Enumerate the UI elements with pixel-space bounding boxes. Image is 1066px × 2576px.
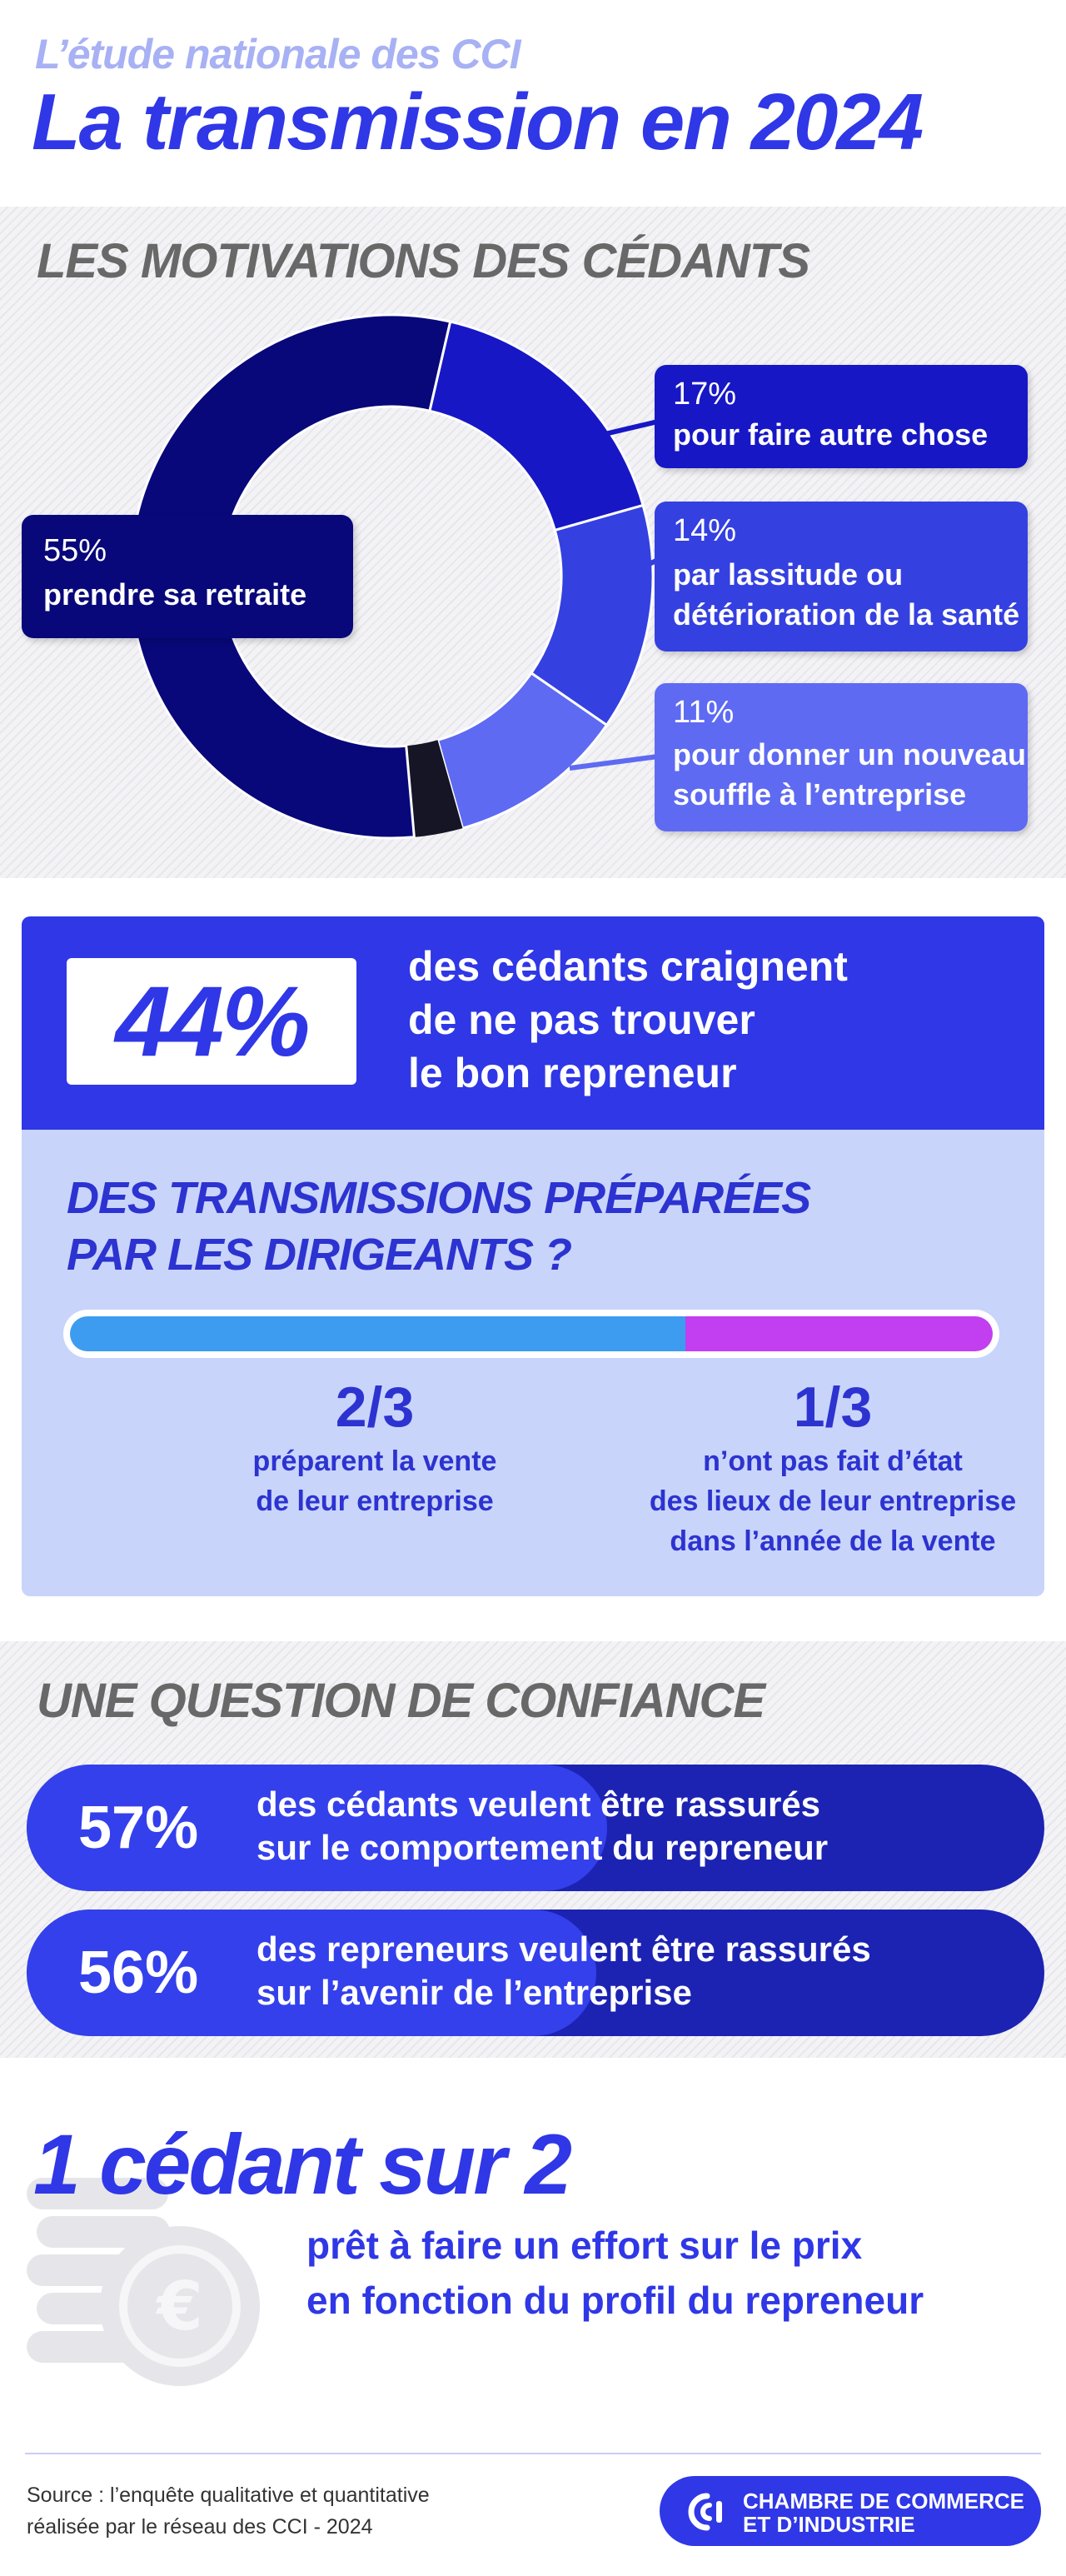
confidence-pill-buyers: 56% des repreneurs veulent être rassurés… <box>27 1910 1044 2036</box>
prepared-title-line1: DES TRANSMISSIONS PRÉPARÉES <box>67 1173 811 1223</box>
footer-divider <box>25 2453 1041 2454</box>
callout-health-label-line2: détérioration de la santé <box>673 597 1020 632</box>
callout-retirement-pct: 55% <box>43 533 107 568</box>
fear-stat-pct: 44% <box>115 966 310 1077</box>
prepared-right-line1: n’ont pas fait d’état <box>703 1445 963 1477</box>
fear-stat-line3: le bon repreneur <box>408 1050 737 1096</box>
prepared-title-line2: PAR LES DIRIGEANTS ? <box>67 1230 572 1280</box>
prepared-left-line2: de leur entreprise <box>256 1485 494 1517</box>
price-text: prêt à faire un effort sur le prix en fo… <box>306 2218 924 2328</box>
callout-health-label-line1: par lassitude ou <box>673 557 904 592</box>
leader-line-17 <box>600 419 659 437</box>
confidence-section-title: UNE QUESTION DE CONFIANCE <box>37 1674 765 1728</box>
prepared-bar-prepared-segment <box>70 1316 685 1351</box>
motivations-donut-chart <box>128 313 660 840</box>
prepared-right-block: 1/3 n’ont pas fait d’état des lieux de l… <box>633 1375 1033 1561</box>
confidence-pill-buyers-fill <box>27 1910 597 2036</box>
cci-logo-line1: CHAMBRE DE COMMERCE <box>743 2489 1024 2514</box>
callout-new-breath-label-line1: pour donner un nouveau <box>673 737 1026 771</box>
confidence-pill-buyers-pct: 56% <box>78 1939 199 2006</box>
callout-retirement: 55% prendre sa retraite <box>22 515 353 638</box>
prepared-left-fraction: 2/3 <box>335 1375 415 1439</box>
fear-stat-pct-box <box>67 958 356 1085</box>
leader-line-14 <box>621 557 660 579</box>
leader-line-11 <box>569 754 659 771</box>
callout-new-breath-pct: 11% <box>673 695 735 730</box>
svg-text:€: € <box>155 2268 203 2345</box>
confidence-pill-buyers-line1: des repreneurs veulent être rassurés <box>257 1930 871 1969</box>
fear-stat-line1: des cédants craignent <box>408 943 848 990</box>
callout-new-breath-label-line2: souffle à l’entreprise <box>673 777 967 811</box>
confidence-pill-sellers-line2: sur le comportement du repreneur <box>257 1828 829 1867</box>
confidence-pill-sellers: 57% des cédants veulent être rassurés su… <box>27 1765 1044 1891</box>
donut-slice-remainder <box>406 740 463 837</box>
prepared-panel <box>22 1130 1044 1596</box>
prepared-bar-unprepared-segment <box>685 1316 993 1351</box>
page-title: La transmission en 2024 <box>32 77 924 167</box>
prepared-right-fraction: 1/3 <box>793 1375 873 1439</box>
confidence-pill-buyers-line2: sur l’avenir de l’entreprise <box>257 1973 692 2012</box>
price-line1: prêt à faire un effort sur le prix <box>306 2224 863 2267</box>
callout-other-label: pour faire autre chose <box>673 417 989 452</box>
price-headline: 1 cédant sur 2 <box>33 2117 572 2212</box>
donut-slice-17pct <box>428 320 645 532</box>
cci-logo-icon <box>688 2493 722 2531</box>
callout-other: 17% pour faire autre chose <box>655 365 1028 468</box>
callout-new-breath: 11% pour donner un nouveau souffle à l’e… <box>655 683 1028 831</box>
source-line1: Source : l’enquête qualitative et quanti… <box>27 2484 430 2507</box>
callout-health: 14% par lassitude ou détérioration de la… <box>655 502 1028 651</box>
confidence-pill-sellers-pct: 57% <box>78 1795 199 1861</box>
source-text: Source : l’enquête qualitative et quanti… <box>27 2479 430 2543</box>
prepared-right-line3: dans l’année de la vente <box>670 1525 996 1557</box>
confidence-pill-sellers-line1: des cédants veulent être rassurés <box>257 1785 821 1824</box>
price-line2: en fonction du profil du repreneur <box>306 2279 924 2322</box>
callout-health-pct: 14% <box>673 513 737 548</box>
fear-stat-text: des cédants craignent de ne pas trouver … <box>408 940 991 1100</box>
prepared-left-block: 2/3 préparent la vente de leur entrepris… <box>200 1375 550 1521</box>
source-line2: réalisée par le réseau des CCI - 2024 <box>27 2515 373 2539</box>
cci-logo-line2: ET D’INDUSTRIE <box>743 2512 915 2537</box>
motivations-section-title: LES MOTIVATIONS DES CÉDANTS <box>37 234 810 288</box>
prepared-right-line2: des lieux de leur entreprise <box>649 1485 1017 1517</box>
cci-logo-text: CHAMBRE DE COMMERCE ET D’INDUSTRIE <box>743 2489 1024 2536</box>
callout-other-pct: 17% <box>673 377 737 412</box>
donut-slice-55pct <box>128 313 452 840</box>
prepared-title: DES TRANSMISSIONS PRÉPARÉES PAR LES DIRI… <box>67 1170 811 1283</box>
confidence-pill-sellers-fill <box>27 1765 607 1891</box>
header-subtitle: L’étude nationale des CCI <box>35 31 521 77</box>
fear-stat-line2: de ne pas trouver <box>408 996 755 1043</box>
coins-euro-icon: € <box>27 2178 260 2386</box>
callout-retirement-label: prendre sa retraite <box>43 577 307 612</box>
prepared-left-line1: préparent la vente <box>252 1445 497 1477</box>
cci-logo <box>660 2476 1041 2546</box>
